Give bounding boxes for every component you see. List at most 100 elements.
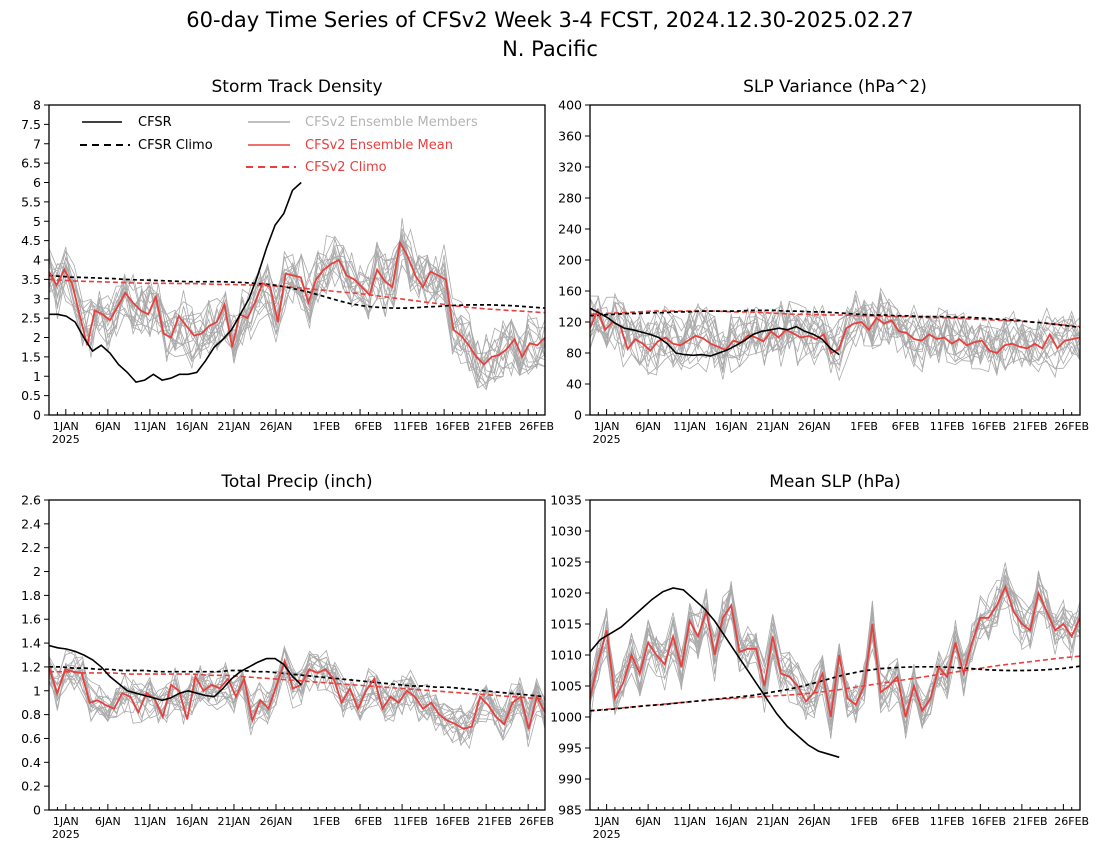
cfsr-line xyxy=(49,181,302,383)
y-tick-label: 0.5 xyxy=(21,388,41,403)
y-tick-label: 0.8 xyxy=(21,707,41,722)
y-tick-label: 7 xyxy=(33,136,41,151)
x-tick-label: 26JAN xyxy=(260,815,293,828)
panel-title: Mean SLP (hPa) xyxy=(769,472,901,492)
x-tick-label: 11FEB xyxy=(393,815,428,828)
y-tick-label: 1030 xyxy=(550,524,582,539)
x-tick-label: 16JAN xyxy=(176,815,209,828)
ensemble-member-line xyxy=(590,580,1080,734)
x-tick-year: 2025 xyxy=(52,828,80,841)
ensemble-members xyxy=(49,645,545,750)
ensemble-member-line xyxy=(590,295,1080,368)
x-tick-label: 26JAN xyxy=(798,815,831,828)
y-tick-label: 1.5 xyxy=(21,349,41,364)
y-tick-label: 1015 xyxy=(550,617,582,632)
y-axis: 0 0.5 1 1.5 2 2.5 3 3.5 4 4.5 5 5.5 6 6.5 7 7.5 8 xyxy=(21,98,49,423)
ensemble-member-line xyxy=(590,567,1080,731)
x-axis: 1JAN 6JAN 11JAN 16JAN 21JAN 26JAN 1FEB 6FEB 11FE… xyxy=(589,409,1089,446)
panel-mean-slp: Mean SLP (hPa) 985 990 995 1000 1005 1010 1015 1… xyxy=(550,472,1089,841)
figure-region: N. Pacific xyxy=(502,37,598,61)
y-tick-label: 8 xyxy=(33,98,41,113)
y-tick-label: 320 xyxy=(558,160,582,175)
y-axis: 0 0.2 0.4 0.6 0.8 1 1.2 1.4 1.6 1.8 2 2.2 2.4 2.6 xyxy=(21,493,49,818)
x-tick-label: 6JAN xyxy=(95,815,121,828)
legend-cfsr-climo-label: CFSR Climo xyxy=(138,138,213,153)
y-tick-label: 2.5 xyxy=(21,311,41,326)
y-tick-label: 40 xyxy=(566,377,582,392)
plot-frame xyxy=(48,499,546,811)
cfsr-line xyxy=(590,587,840,759)
x-tick-label: 6FEB xyxy=(892,815,920,828)
ensemble-member-line xyxy=(49,648,545,744)
x-tick-label: 21JAN xyxy=(756,815,789,828)
y-tick-label: 2 xyxy=(33,330,41,345)
y-tick-label: 3.5 xyxy=(21,272,41,287)
x-tick-label: 6FEB xyxy=(355,815,383,828)
ensemble-member-line xyxy=(49,238,545,384)
x-tick-label: 16JAN xyxy=(176,420,209,433)
y-axis: 0 40 80 120 160 200 240 280 320 360 400 xyxy=(558,98,590,423)
ensemble-mean-line xyxy=(49,239,545,366)
panel-slp-variance: SLP Variance (hPa^2) 0 40 80 120 160 200 240 280… xyxy=(558,77,1089,446)
y-tick-label: 0.6 xyxy=(21,731,41,746)
x-tick-label: 21JAN xyxy=(218,420,251,433)
y-tick-label: 0 xyxy=(33,408,41,423)
cfsr-climo-line xyxy=(590,665,1080,712)
ensemble-member-line xyxy=(49,251,545,376)
x-tick-label: 1JAN xyxy=(53,815,79,828)
x-tick-label: 16FEB xyxy=(435,420,470,433)
x-tick-label: 6FEB xyxy=(355,420,383,433)
panel-title: SLP Variance (hPa^2) xyxy=(743,77,927,97)
x-tick-label: 6JAN xyxy=(635,420,661,433)
ensemble-member-line xyxy=(590,580,1080,737)
x-tick-label: 21FEB xyxy=(1013,815,1048,828)
cfsr-climo-line xyxy=(49,274,545,309)
y-tick-label: 2 xyxy=(33,564,41,579)
x-tick-label: 1JAN xyxy=(594,420,620,433)
x-tick-label: 21FEB xyxy=(477,420,512,433)
y-tick-label: 240 xyxy=(558,222,582,237)
x-tick-label: 1JAN xyxy=(594,815,620,828)
ensemble-member-line xyxy=(49,243,545,389)
y-tick-label: 3 xyxy=(33,291,41,306)
x-tick-label: 16FEB xyxy=(971,420,1006,433)
y-tick-label: 120 xyxy=(558,315,582,330)
x-tick-year: 2025 xyxy=(52,433,80,446)
x-tick-label: 16JAN xyxy=(715,420,748,433)
legend-members-label: CFSv2 Ensemble Members xyxy=(305,115,478,130)
x-tick-label: 11JAN xyxy=(133,815,166,828)
y-tick-label: 6.5 xyxy=(21,156,41,171)
x-tick-label: 6JAN xyxy=(635,815,661,828)
y-tick-label: 985 xyxy=(558,803,582,818)
y-tick-label: 1 xyxy=(33,369,41,384)
y-tick-label: 990 xyxy=(558,772,582,787)
y-tick-label: 1 xyxy=(33,683,41,698)
y-tick-label: 0.4 xyxy=(21,755,41,770)
x-axis: 1JAN 6JAN 11JAN 16JAN 21JAN 26JAN 1FEB 6FEB 11FE… xyxy=(48,409,554,446)
x-tick-label: 11FEB xyxy=(393,420,428,433)
x-tick-label: 26FEB xyxy=(519,420,554,433)
plot-frame xyxy=(589,104,1081,416)
x-tick-label: 1JAN xyxy=(53,420,79,433)
x-tick-label: 11JAN xyxy=(133,420,166,433)
x-tick-label: 26JAN xyxy=(798,420,831,433)
x-tick-label: 16FEB xyxy=(435,815,470,828)
plot-area xyxy=(49,181,545,391)
y-tick-label: 5 xyxy=(33,214,41,229)
ensemble-member-line xyxy=(590,296,1080,382)
legend: CFSR CFSR Climo CFSv2 Ensemble Members C… xyxy=(80,115,478,175)
cfsr-climo-line xyxy=(590,309,1080,329)
y-tick-label: 6 xyxy=(33,175,41,190)
x-tick-label: 6JAN xyxy=(95,420,121,433)
x-tick-label: 21FEB xyxy=(477,815,512,828)
y-tick-label: 5.5 xyxy=(21,194,41,209)
x-tick-label: 26FEB xyxy=(519,815,554,828)
y-tick-label: 4.5 xyxy=(21,233,41,248)
y-tick-label: 280 xyxy=(558,191,582,206)
ensemble-member-line xyxy=(590,298,1080,367)
y-tick-label: 1020 xyxy=(550,586,582,601)
ensemble-member-line xyxy=(49,236,545,379)
y-tick-label: 1005 xyxy=(550,679,582,694)
y-tick-label: 2.2 xyxy=(21,540,41,555)
